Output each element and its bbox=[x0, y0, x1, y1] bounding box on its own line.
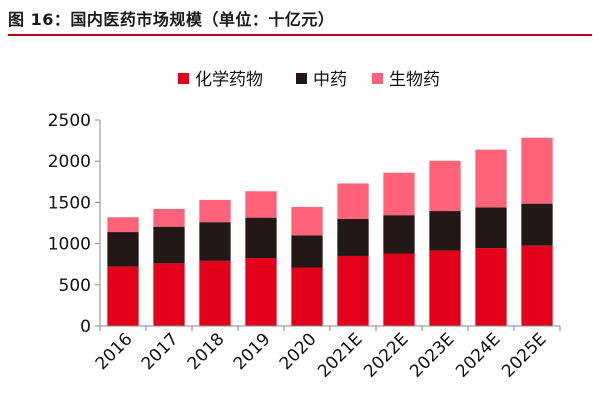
y-axis: 0 500 1000 1500 2000 2500 bbox=[48, 111, 101, 337]
legend-label: 生物药 bbox=[389, 70, 440, 90]
x-tick-label: 2017 bbox=[138, 329, 183, 374]
bar-segment bbox=[107, 232, 139, 267]
y-tick-label: 2000 bbox=[48, 152, 91, 172]
x-tick-label: 2018 bbox=[184, 329, 229, 374]
bar-segment bbox=[337, 183, 369, 219]
x-tick-label: 2025E bbox=[498, 329, 550, 381]
x-tick-label: 2024E bbox=[452, 329, 504, 381]
bar-segment bbox=[337, 255, 369, 326]
bar-segment bbox=[199, 199, 231, 223]
legend: 化学药物 中药 生物药 bbox=[178, 70, 440, 90]
bar-segment bbox=[199, 222, 231, 261]
bars bbox=[107, 137, 553, 326]
y-tick-label: 1000 bbox=[48, 235, 91, 255]
y-tick-label: 1500 bbox=[48, 193, 91, 213]
bar-segment bbox=[153, 208, 185, 227]
bar-segment bbox=[429, 160, 461, 212]
bar-segment bbox=[245, 258, 277, 326]
bar-segment bbox=[107, 266, 139, 326]
bar-segment bbox=[383, 172, 415, 216]
y-tick-label: 500 bbox=[59, 276, 91, 296]
bar-segment bbox=[383, 215, 415, 254]
bar-segment bbox=[153, 263, 185, 326]
x-tick-label: 2023E bbox=[406, 329, 458, 381]
bar-segment bbox=[199, 260, 231, 326]
chart-title: 图 16：国内医药市场规模（单位：十亿元） bbox=[8, 10, 335, 29]
legend-swatch bbox=[178, 73, 189, 84]
legend-swatch bbox=[296, 73, 307, 84]
bar-segment bbox=[475, 149, 507, 208]
x-tick-label: 2021E bbox=[314, 329, 366, 381]
bar-segment bbox=[337, 218, 369, 256]
bar-segment bbox=[475, 248, 507, 326]
bar-segment bbox=[291, 267, 323, 326]
bar-segment bbox=[107, 217, 139, 233]
x-tick-label: 2022E bbox=[360, 329, 412, 381]
bar-segment bbox=[291, 235, 323, 268]
x-axis: 2016 2017 2018 2019 20202021E2022E2023E2024E… bbox=[92, 325, 561, 382]
bar-segment bbox=[153, 226, 185, 264]
bar-segment bbox=[245, 191, 277, 218]
bar-segment bbox=[475, 207, 507, 249]
legend-label: 化学药物 bbox=[195, 70, 263, 90]
bar-segment bbox=[429, 250, 461, 326]
bar-segment bbox=[521, 203, 553, 246]
x-tick-label: 2016 bbox=[92, 329, 137, 374]
bar-segment bbox=[291, 206, 323, 236]
bar-segment bbox=[245, 217, 277, 259]
legend-swatch bbox=[372, 73, 383, 84]
bar-segment bbox=[429, 211, 461, 251]
y-tick-label: 0 bbox=[80, 317, 91, 337]
title-underline bbox=[8, 34, 592, 36]
legend-label: 中药 bbox=[313, 70, 347, 90]
y-tick-label: 2500 bbox=[48, 111, 91, 131]
x-tick-label: 2019 bbox=[230, 329, 275, 374]
bar-segment bbox=[521, 137, 553, 204]
bar-segment bbox=[521, 245, 553, 326]
bar-segment bbox=[383, 253, 415, 326]
